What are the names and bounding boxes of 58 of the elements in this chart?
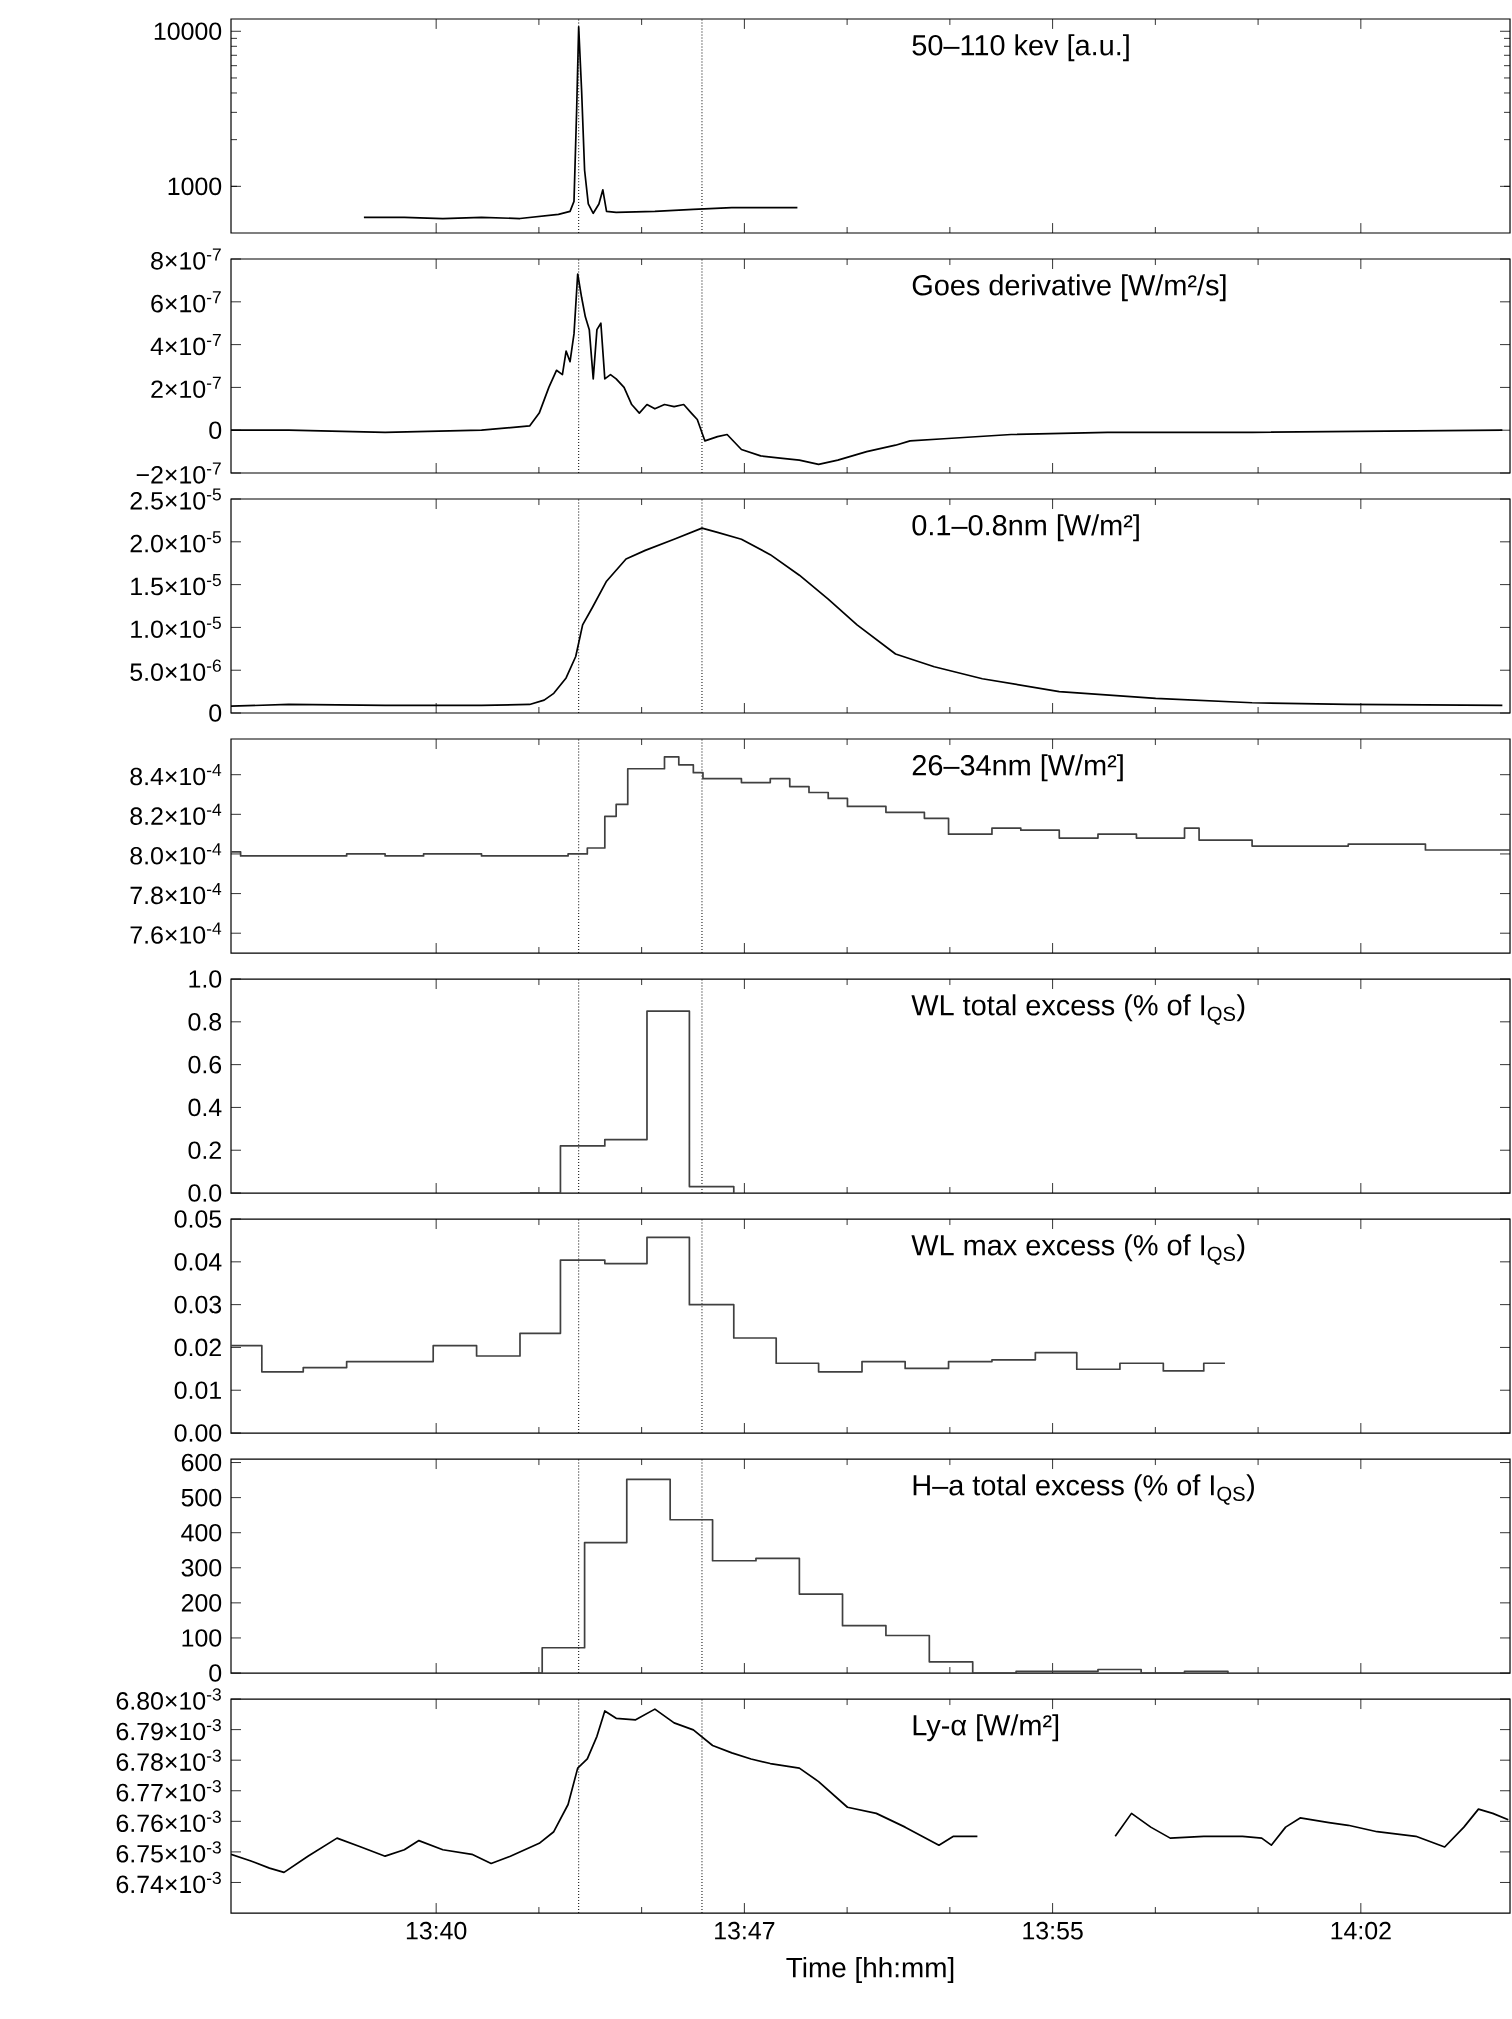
y-tick-label: 100 [182,1629,222,1647]
y-tick-label: 0.00 [174,1424,222,1442]
y-tick-label: 500 [181,1488,222,1507]
y-tick-label: 8.0×10$^{-4}$ [130,843,222,865]
y-tick-label: 0.8 [188,1013,222,1031]
x-tick-label: 14:02 [1331,1921,1391,1940]
y-tick-label: 200 [181,1594,222,1612]
x-tick-label: 13:55 [1023,1921,1083,1940]
y-tick-label: 1.5×10$^{-5}$ [131,574,221,596]
y-tick-label: 1000 [168,177,222,196]
y-tick-label: 300 [181,1558,222,1577]
text: WL max excess (% of I$_{QS}$) [911,1234,1245,1265]
y-tick-label: 8.2×10$^{-4}$ [130,803,222,825]
y-tick-label: 0.6 [188,1055,222,1074]
y-tick-label: 6.80×10$^{-3}$ [116,1688,221,1710]
y-tick-label: 8.4×10$^{-4}$ [130,764,222,786]
y-tick-label: 6.78×10$^{-3}$ [116,1749,221,1771]
text: H–a total excess (% of I$_{QS}$) [913,1474,1254,1505]
x-axis-title: Time [hh:mm] [786,1956,954,1983]
y-tick-label: 600 [181,1453,222,1472]
y-tick-label: 0.0 [188,1184,222,1202]
y-tick-label: 0.2 [188,1141,221,1160]
y-tick-label: 6.77×10$^{-3}$ [116,1780,221,1802]
chart-title: 26–34nm [W/m²] [912,754,1123,782]
y-tick-label: 7.8×10$^{-4}$ [130,882,222,905]
y-tick-label: 0 [209,1664,222,1682]
y-tick-label: 6.75×10$^{-3}$ [116,1841,221,1863]
y-tick-label: 6.76×10$^{-3}$ [116,1810,221,1833]
chart-title: 50–110 kev [a.u.] [912,34,1129,62]
chart-title: Goes derivative [W/m²/s] [912,274,1226,302]
y-tick-label: 2×10$^{-7}$ [151,376,221,399]
y-tick-label: 4×10$^{-7}$ [150,333,221,356]
y-tick-label: 1.0 [189,970,222,988]
y-tick-label: 2.0×10$^{-5}$ [130,531,221,553]
y-tick-label: 7.6×10$^{-4}$ [130,922,222,944]
x-tick-label: 13:47 [715,1921,775,1940]
y-tick-label: 8×10$^{-7}$ [151,248,221,270]
y-tick-label: 0 [209,704,222,722]
y-tick-label: 6×10$^{-7}$ [151,291,221,313]
y-tick-label: 0.01 [174,1381,221,1400]
x-tick-label: 13:40 [406,1921,467,1940]
y-tick-label: 6.79×10$^{-3}$ [116,1718,221,1741]
y-tick-label: −2×10$^{-7}$ [136,462,221,484]
y-tick-label: 5.0×10$^{-6}$ [130,659,221,681]
y-tick-label: 0 [209,421,222,440]
y-tick-label: 10000 [154,22,222,41]
y-tick-label: 0.03 [174,1295,222,1314]
y-tick-label: 0.4 [188,1098,222,1117]
chart-title: Ly-α [W/m²] [913,1714,1059,1742]
text: WL total excess (% of I$_{QS}$) [911,994,1245,1025]
y-tick-label: 400 [181,1523,222,1542]
y-tick-label: 0.02 [174,1338,221,1357]
y-tick-label: 0.05 [174,1210,222,1228]
y-tick-label: 6.74×10$^{-3}$ [116,1871,221,1894]
chart-title: 0.1–0.8nm [W/m²] [912,514,1139,542]
y-tick-label: 0.04 [174,1253,222,1271]
y-tick-label: 2.5×10$^{-5}$ [130,488,221,510]
y-tick-label: 1.0×10$^{-5}$ [131,616,221,639]
